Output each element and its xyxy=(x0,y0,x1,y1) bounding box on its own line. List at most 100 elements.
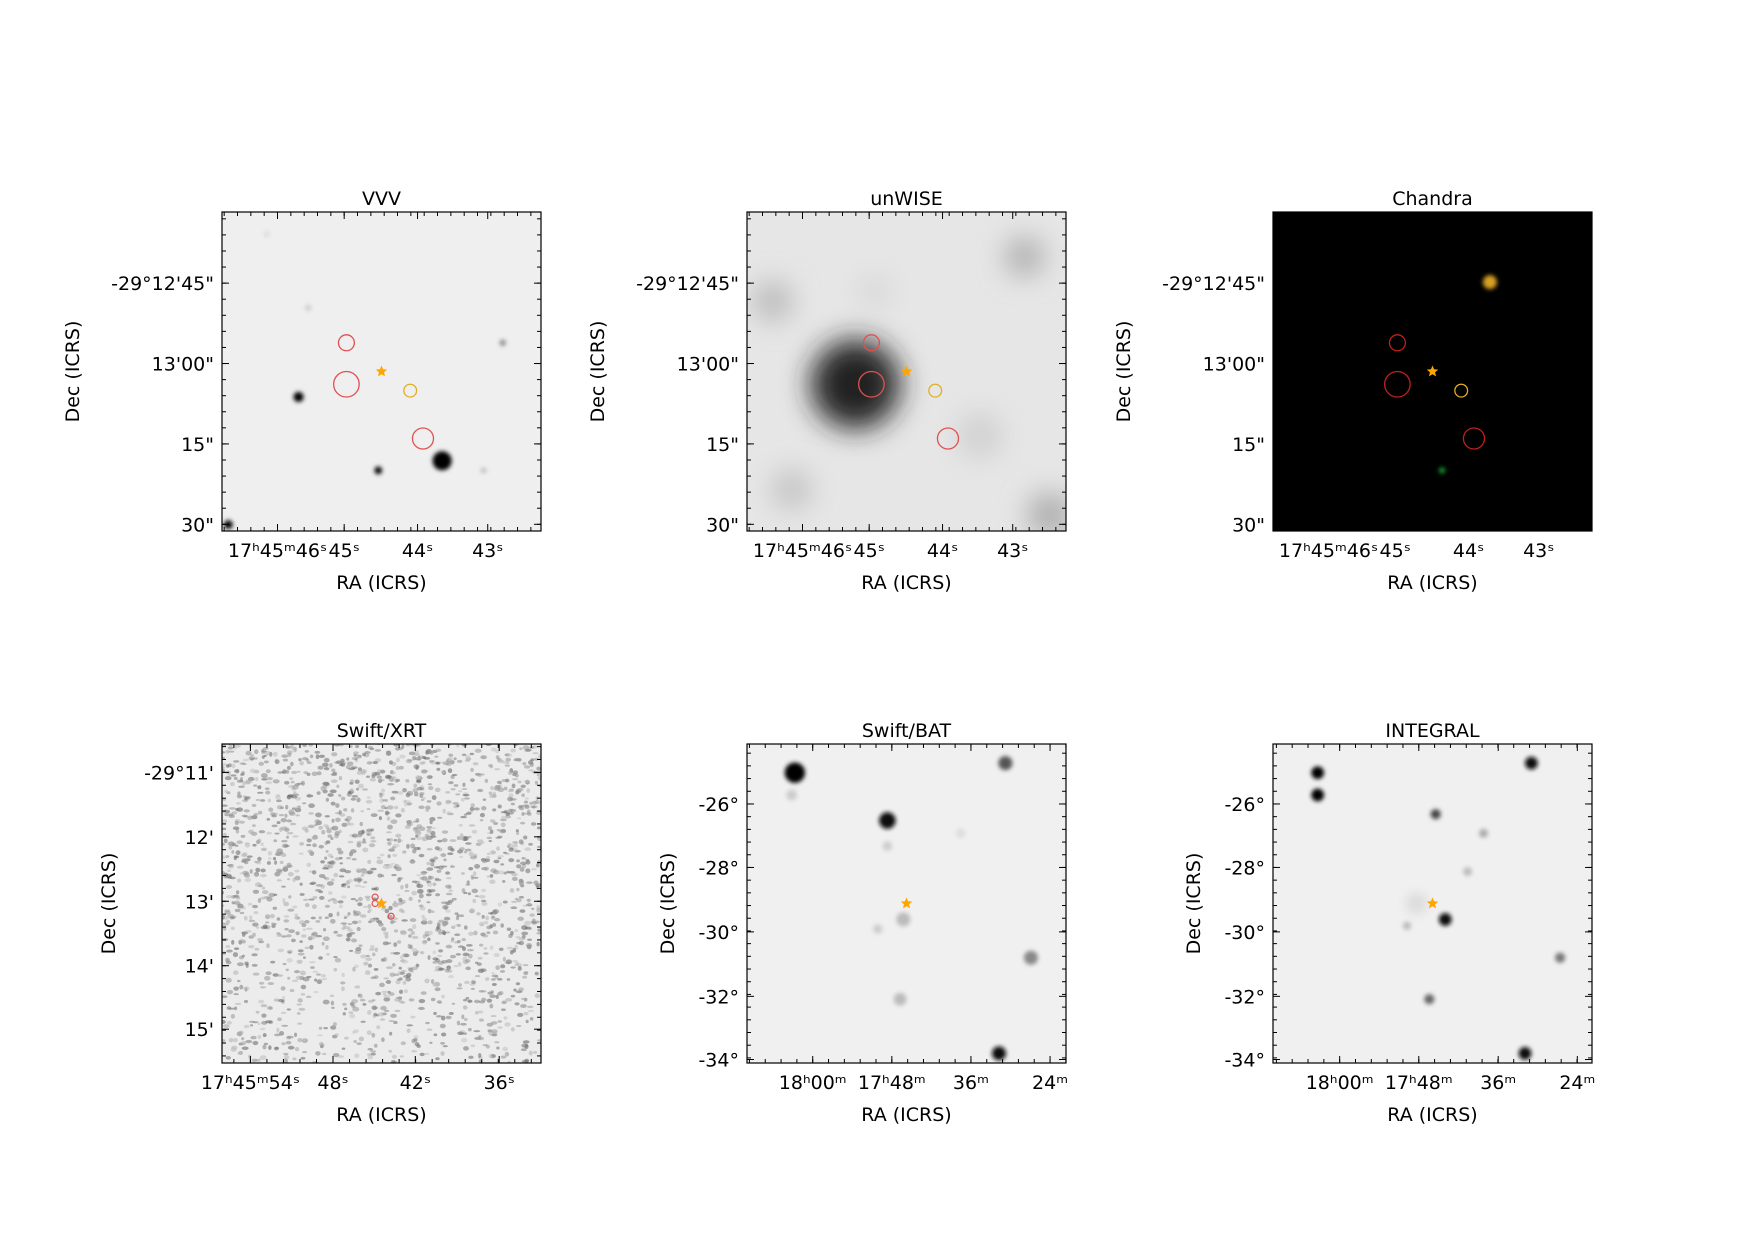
photon xyxy=(294,875,301,881)
image xyxy=(747,744,1066,1063)
region xyxy=(862,334,881,352)
photon xyxy=(333,744,341,747)
source xyxy=(374,466,383,475)
photon xyxy=(371,1032,376,1038)
photon xyxy=(312,970,319,973)
photon xyxy=(474,1036,482,1040)
photon xyxy=(259,1027,266,1031)
photon xyxy=(315,935,323,938)
y-tick-label: -32° xyxy=(698,986,739,1008)
photon xyxy=(465,959,471,963)
photon xyxy=(357,767,363,772)
photon xyxy=(469,752,475,756)
photon xyxy=(406,843,410,849)
photon xyxy=(290,795,298,799)
photon xyxy=(244,874,251,878)
photon xyxy=(224,909,231,913)
photon xyxy=(418,893,424,899)
photon xyxy=(481,901,488,906)
photon xyxy=(257,838,262,844)
photon xyxy=(299,882,303,886)
photon xyxy=(286,957,293,963)
photon xyxy=(347,763,353,768)
region xyxy=(1388,334,1407,352)
photon xyxy=(463,1046,469,1051)
photon xyxy=(390,771,396,775)
photon xyxy=(224,813,230,817)
photon xyxy=(358,920,362,924)
photon xyxy=(522,964,529,967)
photon xyxy=(497,977,503,981)
photon xyxy=(278,933,282,936)
photon xyxy=(530,868,537,871)
photon xyxy=(467,1027,472,1032)
photon xyxy=(425,893,432,897)
source xyxy=(1023,950,1038,965)
photon xyxy=(380,1005,387,1011)
panel: 17ʰ45ᵐ54ˢ 48ˢ 42ˢ 36ˢ -29°11' 12' 13' 14' 15' Swi… xyxy=(98,720,542,1126)
photon xyxy=(434,846,440,851)
photon xyxy=(465,755,471,759)
photon xyxy=(416,874,422,877)
photon xyxy=(243,809,250,813)
photon xyxy=(461,787,468,791)
photon xyxy=(476,962,482,966)
photon xyxy=(250,757,255,761)
photon xyxy=(479,943,484,947)
y-tick-label: -32° xyxy=(1224,986,1265,1008)
photon xyxy=(342,922,346,928)
photon xyxy=(518,787,524,792)
photon xyxy=(399,1055,404,1058)
photon xyxy=(366,870,374,875)
photon xyxy=(273,998,280,1002)
photon xyxy=(255,862,262,865)
photon xyxy=(472,898,477,904)
photon xyxy=(231,901,235,905)
photon xyxy=(260,1004,268,1008)
photon xyxy=(252,1021,259,1024)
photon xyxy=(335,817,341,823)
photon xyxy=(279,860,284,865)
photon xyxy=(264,975,271,981)
photon xyxy=(261,755,265,759)
photon xyxy=(254,749,259,755)
photon xyxy=(471,888,479,894)
photon xyxy=(270,960,276,964)
photon xyxy=(385,831,393,834)
photon xyxy=(410,837,416,841)
photon xyxy=(227,772,231,777)
photon xyxy=(492,791,497,797)
x-axis-label: RA (ICRS) xyxy=(336,1104,426,1126)
photon xyxy=(370,1050,377,1053)
photon xyxy=(337,850,344,855)
axes-frame xyxy=(221,743,542,1064)
photon xyxy=(397,877,402,883)
photon xyxy=(507,753,513,757)
photon xyxy=(500,1008,506,1012)
photon xyxy=(465,842,472,845)
photon xyxy=(363,961,369,966)
photon xyxy=(391,874,397,877)
photon xyxy=(461,872,465,875)
photon xyxy=(325,797,330,802)
photon xyxy=(296,770,301,773)
photon xyxy=(370,839,377,843)
photon xyxy=(324,876,330,881)
photon xyxy=(433,1033,438,1037)
photon xyxy=(326,952,330,956)
photon xyxy=(359,998,366,1002)
photon xyxy=(311,771,318,777)
photon xyxy=(222,855,227,860)
image xyxy=(747,212,1066,531)
panel: 17ʰ45ᵐ46ˢ 45ˢ 44ˢ 43ˢ -29°12'45" 13'00" 15" 30"… xyxy=(62,188,542,594)
photon xyxy=(227,746,231,750)
photon xyxy=(470,987,475,990)
photon xyxy=(246,855,253,858)
photon xyxy=(521,931,529,936)
photon xyxy=(525,926,532,930)
photon xyxy=(354,949,362,955)
photon xyxy=(393,942,398,947)
photon xyxy=(321,977,328,981)
photon xyxy=(316,979,323,985)
photon xyxy=(456,987,463,990)
